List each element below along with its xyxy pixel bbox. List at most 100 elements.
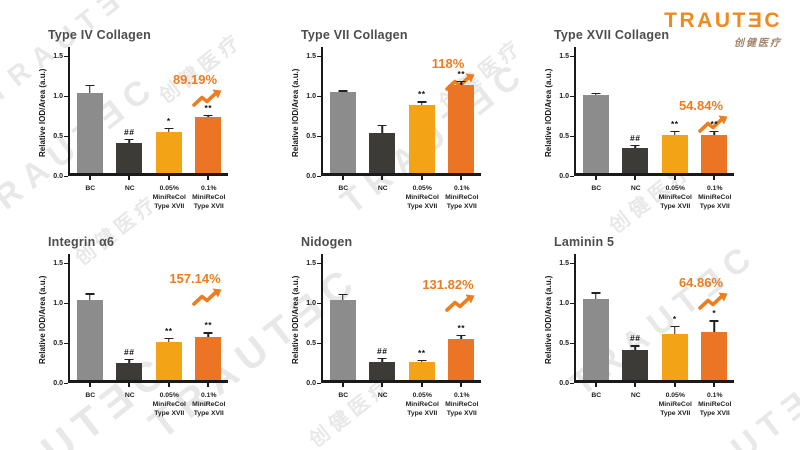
bar-slot: ## <box>110 47 150 173</box>
x-tick-mark <box>341 176 344 180</box>
error-bar-cap <box>124 138 134 141</box>
x-tick-mark <box>167 383 170 387</box>
x-tick-mark <box>594 176 597 180</box>
x-tick-mark <box>420 176 423 180</box>
y-tick-mark <box>570 262 574 264</box>
error-bar-cap <box>164 337 174 340</box>
bar-slot <box>576 254 616 380</box>
y-tick-label: 1.0 <box>53 299 63 307</box>
x-tick-mark <box>460 383 463 387</box>
y-tick-mark <box>317 262 321 264</box>
y-tick-label: 1.5 <box>559 52 569 60</box>
y-tick-label: 1.5 <box>53 259 63 267</box>
x-category-label: 0.05% MiniReCol Type XVII <box>405 392 439 417</box>
significance-label: ** <box>417 347 426 358</box>
error-bar-cap <box>709 130 719 133</box>
bar <box>408 105 435 173</box>
bar-slot: ** <box>189 47 229 173</box>
plot-row: Relative IOD/Area (a.u.) 0.0 0.5 1.0 1.5 13… <box>291 254 536 387</box>
y-tick-mark <box>64 95 68 97</box>
plot-row: Relative IOD/Area (a.u.) 0.0 0.5 1.0 1.5 64… <box>544 254 786 387</box>
x-tick-mark <box>88 383 91 387</box>
x-category-label: BC <box>591 185 602 192</box>
error-bar <box>460 335 462 340</box>
y-axis-ticks: 0.0 0.5 1.0 1.5 <box>302 257 321 387</box>
y-tick-mark <box>317 95 321 97</box>
increase-annotation: 157.14% <box>158 272 232 307</box>
bar <box>661 333 688 380</box>
error-bar <box>674 326 676 334</box>
error-bar-cap <box>456 80 466 82</box>
x-category-label: 0.1% MiniReCol Type XVII <box>698 185 732 210</box>
bar-slot: * <box>655 254 695 380</box>
y-tick-mark <box>64 135 68 137</box>
annotation-text: 157.14% <box>169 271 221 286</box>
bar <box>155 132 182 173</box>
error-bar-cap <box>164 127 174 130</box>
bar-slot: * <box>149 47 189 173</box>
y-tick-label: 0.0 <box>306 379 316 387</box>
bar <box>661 134 688 173</box>
plot-row: Relative IOD/Area (a.u.) 0.0 0.5 1.0 1.5 15… <box>38 254 283 387</box>
y-axis-title: Relative IOD/Area (a.u.) <box>38 68 47 158</box>
y-tick-mark <box>64 262 68 264</box>
error-bar-cap <box>338 293 348 296</box>
y-tick-mark <box>64 302 68 304</box>
error-bar-cap <box>670 130 680 133</box>
x-tick-mark <box>207 383 210 387</box>
significance-label: ## <box>124 346 135 357</box>
error-bar <box>89 85 91 93</box>
bar-slot: ** <box>655 47 695 173</box>
significance-label: * <box>712 308 717 319</box>
error-bar <box>89 293 91 300</box>
bar-slot: ** <box>402 254 442 380</box>
significance-label: ## <box>630 333 641 344</box>
x-category-label: 0.1% MiniReCol Type XVII <box>445 392 479 417</box>
chart-title: Nidogen <box>301 235 353 249</box>
y-tick-label: 0.5 <box>53 339 63 347</box>
error-bar-cap <box>630 345 640 347</box>
significance-label: * <box>672 313 677 324</box>
y-tick-mark <box>64 382 68 384</box>
y-tick-mark <box>317 135 321 137</box>
bar <box>622 148 649 173</box>
error-bar <box>381 358 383 363</box>
y-axis-title: Relative IOD/Area (a.u.) <box>38 275 47 365</box>
error-bar <box>421 101 423 105</box>
y-axis-ticks: 0.0 0.5 1.0 1.5 <box>555 50 574 180</box>
increase-annotation: 54.84% <box>664 99 738 134</box>
y-tick-mark <box>317 382 321 384</box>
bar-slot <box>576 47 616 173</box>
bar <box>155 342 182 380</box>
significance-label: ** <box>670 118 679 129</box>
y-tick-label: 0.5 <box>559 132 569 140</box>
annotation-text: 54.84% <box>678 98 724 114</box>
error-bar-cap <box>85 293 95 295</box>
trend-up-arrow-icon <box>698 292 728 310</box>
y-axis-ticks: 0.0 0.5 1.0 1.5 <box>49 50 68 180</box>
y-tick-label: 1.5 <box>559 259 569 267</box>
x-category-label: 0.1% MiniReCol Type XVII <box>192 392 226 417</box>
error-bar <box>342 294 344 300</box>
y-tick-mark <box>317 302 321 304</box>
plot-area: 89.19% ## * ** <box>68 47 229 180</box>
bar-slot <box>323 47 363 173</box>
y-tick-label: 0.0 <box>559 379 569 387</box>
y-tick-label: 1.5 <box>306 259 316 267</box>
bar <box>622 350 649 380</box>
bar-slot: ** <box>442 254 482 380</box>
bar-slot: ** <box>402 47 442 173</box>
y-tick-label: 0.5 <box>53 132 63 140</box>
bar <box>329 92 356 173</box>
annotation-text: 64.86% <box>678 275 724 290</box>
error-bar-cap <box>709 320 719 322</box>
bar <box>448 85 475 173</box>
y-tick-label: 1.0 <box>559 299 569 307</box>
bar-slot <box>70 47 110 173</box>
x-tick-mark <box>594 383 597 387</box>
y-tick-label: 0.5 <box>306 132 316 140</box>
y-axis-title: Relative IOD/Area (a.u.) <box>291 275 300 365</box>
error-bar <box>168 338 170 343</box>
bar-slot <box>70 254 110 380</box>
significance-label: ## <box>630 132 641 143</box>
